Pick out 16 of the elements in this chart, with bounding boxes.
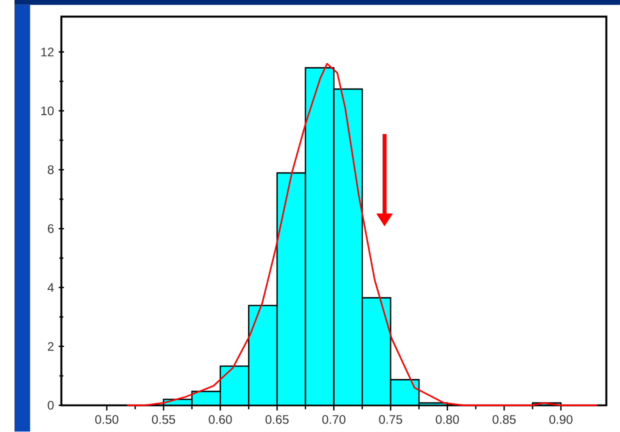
x-tick-label: 0.85 bbox=[492, 415, 516, 424]
x-tick-label: 0.70 bbox=[322, 415, 346, 424]
x-tick-label: 0.80 bbox=[436, 415, 459, 424]
y-tick-label: 10 bbox=[41, 106, 54, 116]
y-tick-label: 6 bbox=[48, 224, 54, 234]
y-tick-label: 12 bbox=[41, 48, 54, 56]
x-tick-label: 0.55 bbox=[152, 415, 176, 424]
x-tick-label: 0.60 bbox=[208, 415, 232, 424]
x-tick-label: 0.65 bbox=[266, 415, 289, 424]
x-tick-label: 0.90 bbox=[549, 415, 572, 424]
y-tick-label: 4 bbox=[48, 283, 54, 292]
y-tick-label: 8 bbox=[48, 166, 54, 174]
y-tick-label: 0 bbox=[48, 401, 54, 410]
x-tick-label: 0.50 bbox=[95, 415, 118, 424]
x-tick-label: 0.75 bbox=[379, 415, 402, 424]
y-tick-label: 2 bbox=[48, 342, 54, 351]
